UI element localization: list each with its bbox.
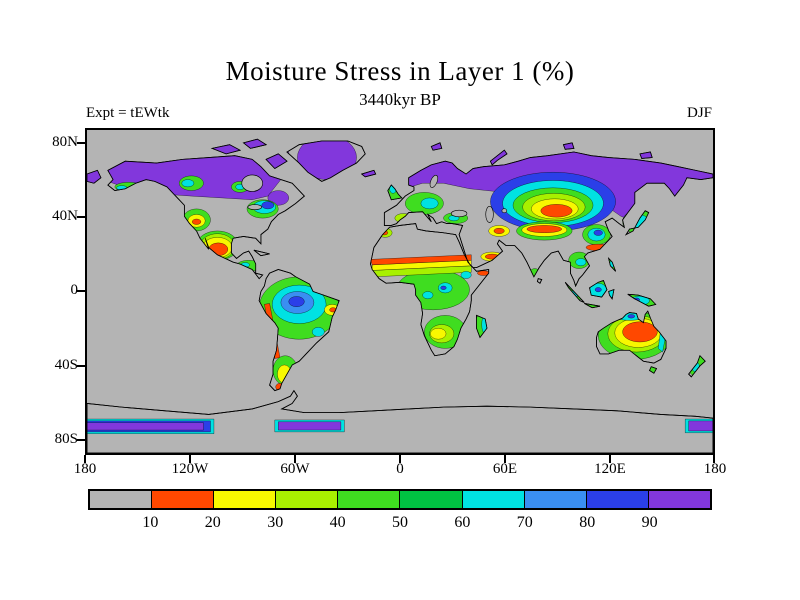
colorbar-tick-label: 70 <box>516 514 533 531</box>
x-axis-tick-label: 0 <box>396 461 404 477</box>
colorbar-tick-label: 30 <box>267 514 284 531</box>
colorbar-tick-label: 10 <box>142 514 159 531</box>
plot-subtitle: 3440kyr BP <box>359 90 441 109</box>
y-axis-tick-label: 80S <box>54 431 78 447</box>
plot-title: Moisture Stress in Layer 1 (%) <box>225 56 575 86</box>
x-axis-tick-label: 180 <box>703 461 727 477</box>
colorbar-segment <box>648 491 710 508</box>
lakes <box>241 174 508 223</box>
colorbar <box>88 489 712 510</box>
colorbar-segment <box>338 491 401 508</box>
colorbar-labels: 10 20 30 40 50 60 70 80 90 <box>88 514 712 534</box>
x-axis-tick <box>399 455 401 463</box>
experiment-label: Expt = tEWtk <box>86 105 170 121</box>
y-axis-tick <box>77 365 85 367</box>
colorbar-segment <box>90 491 153 508</box>
x-axis-tick-label: 60W <box>280 461 310 477</box>
y-axis-tick <box>77 439 85 441</box>
colorbar-segment <box>400 491 463 508</box>
x-axis-tick-label: 120E <box>594 461 626 477</box>
colorbar-segment <box>276 491 339 508</box>
world-map <box>87 130 713 453</box>
y-axis-tick-label: 80N <box>52 134 78 150</box>
x-axis-tick <box>713 455 715 463</box>
colorbar-segment <box>152 491 215 508</box>
x-axis-tick-label: 180 <box>73 461 97 477</box>
x-axis-tick-label: 60E <box>492 461 518 477</box>
colorbar-tick-label: 50 <box>392 514 408 531</box>
colorbar-tick-label: 40 <box>329 514 346 531</box>
colorbar-segment <box>462 491 525 508</box>
y-axis-tick-label: 40N <box>52 208 78 224</box>
x-axis-tick <box>504 455 506 463</box>
y-axis-tick-label: 0 <box>70 282 79 298</box>
colorbar-segment <box>586 491 649 508</box>
y-axis-tick <box>77 290 85 292</box>
y-axis-tick <box>77 216 85 218</box>
colorbar-segment <box>524 491 587 508</box>
y-axis-tick <box>77 142 85 144</box>
x-axis-tick <box>294 455 296 463</box>
x-axis-tick <box>189 455 191 463</box>
colorbar-tick-label: 20 <box>204 514 221 531</box>
x-axis-tick <box>84 455 86 463</box>
colorbar-segment <box>214 491 277 508</box>
colorbar-tick-label: 60 <box>454 514 471 531</box>
x-axis-tick <box>609 455 611 463</box>
season-label: DJF <box>686 105 712 121</box>
y-axis-tick-label: 40S <box>54 357 78 373</box>
colorbar-tick-label: 90 <box>641 514 658 531</box>
map-frame <box>85 128 715 455</box>
x-axis-tick-label: 120W <box>171 461 209 477</box>
colorbar-tick-label: 80 <box>579 514 596 531</box>
